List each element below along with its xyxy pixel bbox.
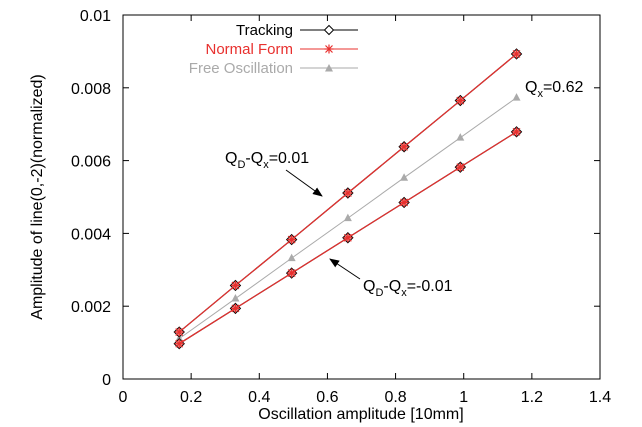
data-point-normal-form-lower	[512, 127, 522, 137]
plot-area	[122, 14, 601, 380]
legend-marker-free-oscillation	[325, 64, 333, 72]
data-point-normal-form-upper	[230, 280, 240, 290]
data-point-normal-form-lower	[287, 268, 297, 278]
x-tick-label: 1.4	[589, 389, 611, 406]
annotation-lower-mid: -Q	[383, 278, 401, 295]
svg-text:Qx=0.62: Qx=0.62	[525, 79, 584, 100]
annotation-qx: Qx=0.62	[525, 79, 584, 100]
svg-text:QD-Qx=-0.01: QD-Qx=-0.01	[363, 278, 453, 299]
y-tick-label: 0.002	[71, 299, 111, 316]
y-tick-label: 0.008	[71, 81, 111, 98]
data-point-normal-form-lower	[455, 162, 465, 172]
annotation-upper-sub1: D	[237, 159, 245, 171]
legend-label-tracking: Tracking	[236, 22, 293, 39]
annotation-upper: QD-Qx=0.01	[225, 150, 323, 197]
series-free-oscillation-middle	[175, 93, 521, 342]
annotation-lower-sub2: x	[401, 287, 407, 299]
series-normal-form-upper	[174, 49, 522, 337]
data-point-normal-form-lower	[399, 197, 409, 207]
data-point-free-oscillation-middle	[175, 334, 184, 342]
annotation-upper-q1: Q	[225, 150, 237, 167]
x-axis-title: Oscillation amplitude [10mm]	[258, 406, 463, 423]
svg-text:QD-Qx=0.01: QD-Qx=0.01	[225, 150, 309, 171]
annotation-qx-q1: Q	[525, 79, 537, 96]
series-layer	[173, 48, 523, 350]
data-point-normal-form-lower	[230, 303, 240, 313]
x-tick-label: 0.2	[180, 389, 202, 406]
annotation-qx-rest: =0.62	[543, 79, 584, 96]
legend-label-free-oscillation: Free Oscillation	[189, 60, 293, 77]
x-tick-label: 0.6	[316, 389, 338, 406]
data-point-normal-form-lower	[174, 339, 184, 349]
data-point-normal-form-upper	[512, 49, 522, 59]
data-point-free-oscillation-middle	[231, 294, 240, 302]
x-tick-label: 1	[459, 389, 468, 406]
annotation-qx-sub1: x	[537, 88, 543, 100]
annotation-upper-rest: =0.01	[269, 150, 310, 167]
y-tick-label: 0.004	[71, 226, 111, 243]
data-point-normal-form-upper	[174, 327, 184, 337]
legend-label-normal-form: Normal Form	[205, 41, 293, 58]
annotation-lower-rest: =-0.01	[407, 278, 453, 295]
annotation-lower: QD-Qx=-0.01	[329, 258, 453, 299]
y-axis-title: Amplitude of line(0,-2)(normalized)	[29, 74, 46, 319]
legend: Tracking Normal Form Free Oscillation	[189, 22, 358, 77]
x-tick-label: 1.2	[521, 389, 543, 406]
data-point-normal-form-upper	[399, 142, 409, 152]
legend-marker-tracking	[323, 24, 335, 36]
data-point-normal-form-lower	[343, 233, 353, 243]
y-tick-label: 0.006	[71, 154, 111, 171]
annotation-upper-mid: -Q	[245, 150, 263, 167]
annotation-upper-arrow	[285, 169, 323, 197]
y-tick-label: 0	[102, 372, 111, 389]
legend-marker-normal-form	[324, 44, 334, 54]
x-tick-label: 0	[119, 389, 128, 406]
axis-ticks: 0 0.2 0.4 0.6 0.8 1 1.2 1.4 0 0.002 0.004 0.006 0.00…	[71, 8, 611, 406]
annotation-lower-q1: Q	[363, 278, 375, 295]
data-point-free-oscillation-middle	[400, 173, 409, 181]
data-point-free-oscillation-middle	[456, 133, 465, 141]
annotation-lower-sub1: D	[375, 287, 383, 299]
data-point-normal-form-upper	[287, 235, 297, 245]
annotation-lower-arrow	[329, 258, 361, 280]
data-point-normal-form-upper	[343, 188, 353, 198]
y-tick-label: 0.01	[80, 8, 111, 25]
data-point-normal-form-upper	[455, 96, 465, 106]
x-tick-label: 0.4	[248, 389, 270, 406]
data-point-free-oscillation-middle	[512, 93, 521, 101]
annotation-upper-sub2: x	[263, 159, 269, 171]
data-point-free-oscillation-middle	[287, 253, 296, 262]
series-normal-form-lower	[174, 127, 522, 349]
data-point-free-oscillation-middle	[343, 213, 352, 222]
x-tick-label: 0.8	[384, 389, 406, 406]
